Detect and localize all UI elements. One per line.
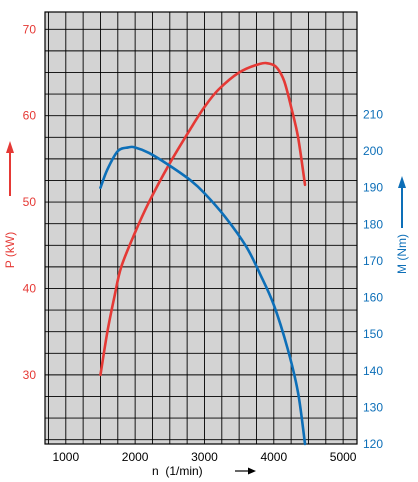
x-arrow-head	[248, 467, 256, 475]
grid	[45, 12, 357, 444]
y-right-tick-label: 150	[363, 327, 383, 341]
x-axis-title: n (1/min)	[152, 464, 256, 478]
y-left-label: P (kW)	[3, 232, 17, 268]
y-right-tick-label: 140	[363, 364, 383, 378]
y-right-tick-label: 200	[363, 144, 383, 158]
y-right-tick-label: 130	[363, 400, 383, 414]
y-right-tick-label: 210	[363, 108, 383, 122]
torque-curve	[99, 145, 307, 446]
y-right-ticks: 120 130 140 150 160 170 180 190 200 210	[363, 108, 383, 451]
x-tick-label: 3000	[191, 450, 218, 464]
y-left-ticks: 30 40 50 60 70	[23, 22, 37, 382]
y-right-label: M (Nm)	[395, 234, 409, 274]
x-label: n (1/min)	[152, 464, 203, 478]
x-tick-label: 5000	[330, 450, 357, 464]
y-right-axis-title: M (Nm)	[395, 176, 409, 274]
y-right-tick-label: 190	[363, 181, 383, 195]
plot-area	[45, 12, 357, 444]
y-right-tick-label: 170	[363, 254, 383, 268]
y-right-arrow-head	[398, 176, 406, 188]
y-right-tick-label: 120	[363, 437, 383, 451]
y-left-tick-label: 50	[23, 195, 37, 209]
y-left-tick-label: 40	[23, 281, 37, 295]
y-left-tick-label: 60	[23, 109, 37, 123]
power-curve	[99, 61, 307, 377]
x-tick-label: 4000	[260, 450, 287, 464]
y-left-tick-label: 70	[23, 22, 37, 36]
x-tick-label: 2000	[122, 450, 149, 464]
x-tick-label: 1000	[52, 450, 79, 464]
y-right-tick-label: 180	[363, 217, 383, 231]
y-left-axis-title: P (kW)	[3, 141, 17, 268]
y-left-tick-label: 30	[23, 368, 37, 382]
series-group	[99, 61, 307, 446]
y-right-tick-label: 160	[363, 291, 383, 305]
x-ticks: 1000 2000 3000 4000 5000	[52, 450, 356, 464]
y-left-arrow-head	[6, 141, 14, 153]
plot-frame	[44, 11, 358, 445]
